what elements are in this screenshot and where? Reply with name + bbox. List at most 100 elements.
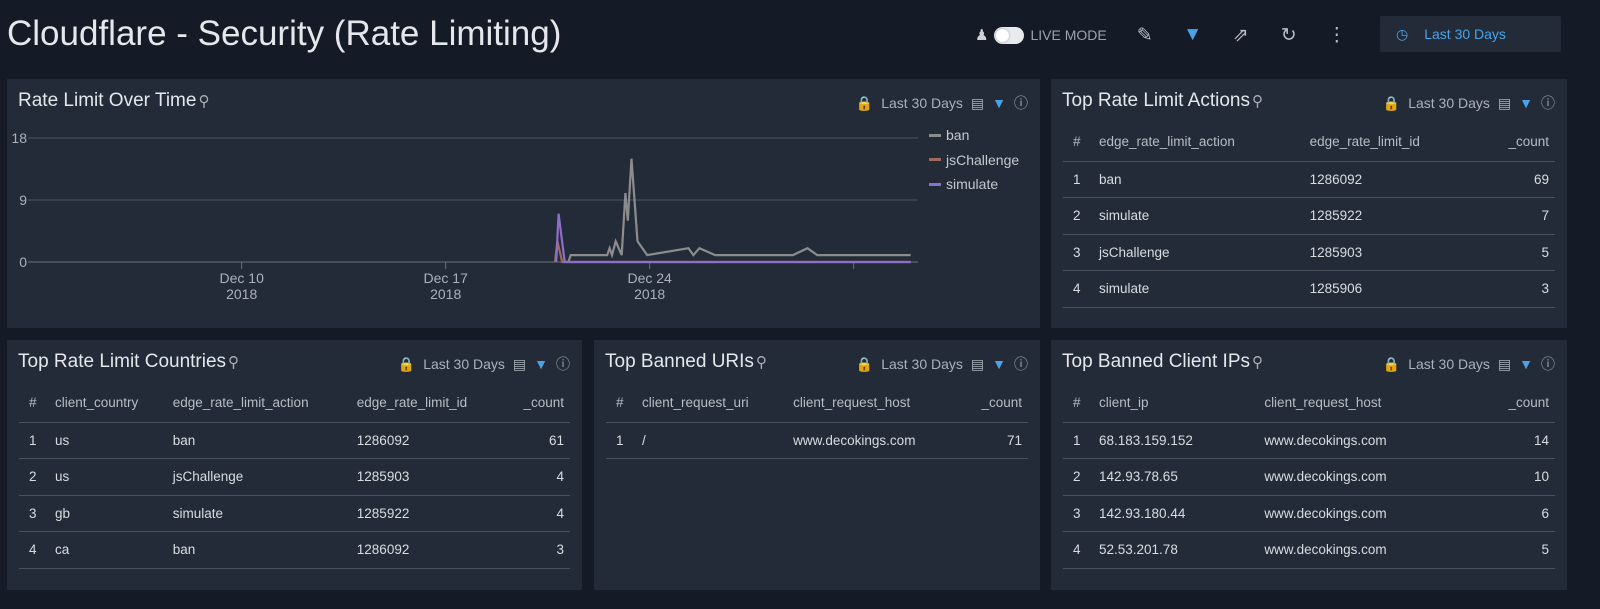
table-cell: ban [162, 422, 347, 459]
table-header: # client_ip client_request_host _count [1063, 384, 1555, 423]
table-row[interactable]: 3 jsChallenge 1285903 5 [1063, 234, 1555, 271]
details-icon[interactable]: ▤ [512, 355, 527, 372]
filter-icon[interactable]: ▼ [992, 356, 1006, 372]
table-row[interactable]: 4 simulate 1285906 3 [1063, 270, 1555, 308]
table-row[interactable]: 2 142.93.78.65 www.decokings.com 10 [1063, 458, 1555, 496]
table-row[interactable]: 1 ban 1286092 69 [1063, 161, 1555, 198]
details-icon[interactable]: ▤ [1497, 94, 1512, 111]
table-cell: 69 [1473, 161, 1555, 198]
y-tick-label: 9 [19, 192, 27, 208]
data-table: # edge_rate_limit_action edge_rate_limit_i… [1063, 123, 1555, 308]
table-cell: 142.93.180.44 [1089, 495, 1255, 532]
clock-icon: ◷ [1396, 25, 1409, 42]
table-row[interactable]: 4 ca ban 1286092 3 [19, 531, 570, 569]
table-cell: 1 [1063, 422, 1089, 459]
column-header[interactable]: edge_rate_limit_id [1299, 123, 1474, 162]
table-row[interactable]: 1 68.183.159.152 www.decokings.com 14 [1063, 422, 1555, 459]
table-cell: 2 [1063, 197, 1089, 235]
info-icon[interactable]: ⓘ [1014, 356, 1028, 372]
table-row[interactable]: 1 us ban 1286092 61 [19, 422, 570, 459]
x-tick-label: Dec 17 [424, 270, 469, 286]
zoom-icon[interactable]: ⚲ [1251, 93, 1263, 110]
table-row[interactable]: 3 142.93.180.44 www.decokings.com 6 [1063, 495, 1555, 532]
column-header[interactable]: client_request_host [783, 384, 955, 423]
data-table: # client_country edge_rate_limit_action edg… [19, 384, 570, 569]
table-cell: 6 [1464, 495, 1555, 532]
column-header[interactable]: edge_rate_limit_action [1089, 123, 1300, 162]
details-icon[interactable]: ▤ [970, 94, 985, 111]
info-icon[interactable]: ⓘ [556, 356, 570, 372]
column-header[interactable]: # [1063, 123, 1089, 162]
live-mode-toggle[interactable]: ♟ LIVE MODE [975, 26, 1107, 44]
details-icon[interactable]: ▤ [970, 355, 985, 372]
table-cell: 4 [498, 495, 570, 532]
table-cell: 3 [19, 495, 45, 532]
table-cell: 1285922 [1299, 197, 1474, 235]
table-row[interactable]: 2 simulate 1285922 7 [1063, 197, 1555, 235]
x-tick-label: 2018 [226, 286, 257, 302]
filter-icon[interactable]: ▼ [534, 356, 548, 372]
table-row[interactable]: 1/www.decokings.com 71 [606, 422, 1028, 459]
zoom-icon[interactable]: ⚲ [198, 93, 210, 110]
table-cell: 61 [498, 422, 570, 459]
column-header[interactable]: # [19, 384, 45, 423]
y-tick-label: 18 [11, 130, 27, 146]
panel-time: Last 30 Days [1408, 356, 1490, 372]
filter-icon[interactable]: ▼ [992, 95, 1006, 111]
column-header[interactable]: edge_rate_limit_action [162, 384, 347, 423]
lock-icon: 🔒 [855, 355, 874, 372]
refresh-icon[interactable]: ↻ [1280, 24, 1297, 46]
column-header[interactable]: client_request_host [1254, 384, 1465, 423]
table-row[interactable]: 3 gb simulate 1285922 4 [19, 495, 570, 532]
series-line-ban [567, 158, 911, 263]
live-mode-label: LIVE MODE [1030, 27, 1107, 43]
more-icon[interactable]: ⋮ [1327, 24, 1347, 46]
legend-item-ban[interactable]: ban [929, 123, 1019, 148]
column-header[interactable]: client_ip [1089, 384, 1255, 423]
column-header[interactable]: # [1063, 384, 1089, 423]
filter-icon[interactable]: ▼ [1519, 95, 1533, 111]
zoom-icon[interactable]: ⚲ [1252, 354, 1264, 371]
table-header: # edge_rate_limit_action edge_rate_limit_i… [1063, 123, 1555, 162]
details-icon[interactable]: ▤ [1497, 355, 1512, 372]
pencil-icon[interactable]: ✎ [1136, 24, 1153, 46]
panel-top-rate-limit-actions: Top Rate Limit Actions ⚲ 🔒 Last 30 Days ▤ ▼ ⓘ… [1051, 79, 1567, 328]
filter-icon[interactable]: ▼ [1183, 24, 1203, 45]
lock-icon: 🔒 [855, 94, 874, 111]
info-icon[interactable]: ⓘ [1541, 95, 1555, 111]
info-icon[interactable]: ⓘ [1541, 356, 1555, 372]
share-icon[interactable]: ⇗ [1232, 24, 1249, 46]
column-header[interactable]: # [606, 384, 632, 423]
column-header[interactable]: _count [498, 384, 570, 423]
column-header[interactable]: edge_rate_limit_id [346, 384, 499, 423]
column-header[interactable]: _count [1473, 123, 1555, 162]
page-title: Cloudflare - Security (Rate Limiting) [7, 14, 562, 53]
table-cell: www.decokings.com [783, 422, 955, 459]
table-cell: 1286092 [1299, 161, 1474, 198]
column-header[interactable]: _count [1464, 384, 1555, 423]
legend-item-simulate[interactable]: simulate [929, 172, 1019, 197]
column-header[interactable]: client_request_uri [632, 384, 784, 423]
legend-item-jschallenge[interactable]: jsChallenge [929, 148, 1019, 173]
table-row[interactable]: 4 52.53.201.78 www.decokings.com 5 [1063, 531, 1555, 569]
table-cell: ban [1089, 161, 1300, 198]
table-header: # client_request_uri client_request_host _c… [606, 384, 1028, 423]
zoom-icon[interactable]: ⚲ [755, 354, 767, 371]
table-cell: us [45, 458, 163, 496]
table-cell: 1 [19, 422, 45, 459]
time-range-button[interactable]: ◷ Last 30 Days [1380, 16, 1561, 52]
column-header[interactable]: client_country [45, 384, 163, 423]
toggle-switch[interactable] [994, 26, 1025, 44]
table-cell: 1286092 [346, 531, 499, 569]
column-header[interactable]: _count [954, 384, 1028, 423]
data-table: # client_ip client_request_host _count 1 68.1… [1063, 384, 1555, 569]
table-cell: 71 [954, 422, 1028, 459]
table-row[interactable]: 2 us jsChallenge 1285903 4 [19, 458, 570, 496]
zoom-icon[interactable]: ⚲ [228, 354, 240, 371]
table-cell: 2 [19, 458, 45, 496]
filter-icon[interactable]: ▼ [1519, 356, 1533, 372]
data-table: # client_request_uri client_request_host _c… [606, 384, 1028, 459]
panel-title: Top Rate Limit Countries [18, 351, 227, 372]
info-icon[interactable]: ⓘ [1014, 95, 1028, 111]
